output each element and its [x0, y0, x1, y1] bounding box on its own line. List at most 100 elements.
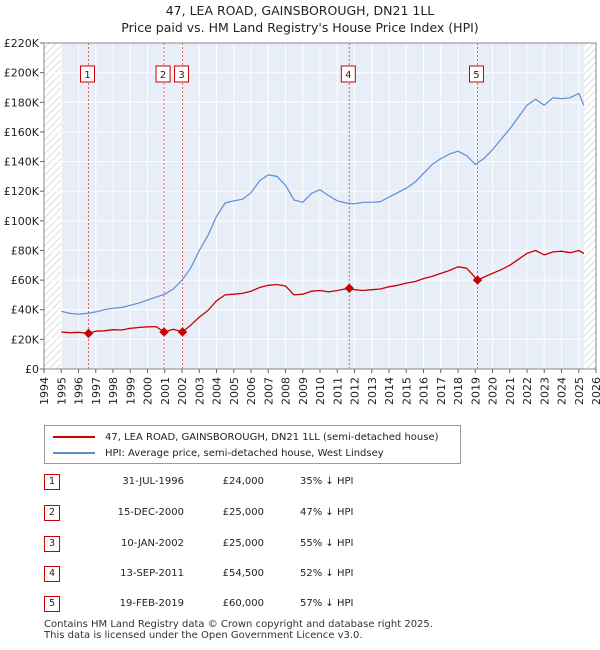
property-price-line — [61, 249, 585, 335]
sale-box-5 — [468, 65, 484, 83]
legend-item-property: 47, LEA ROAD, GAINSBOROUGH, DN21 1LL (se… — [53, 430, 439, 444]
y-tick-label: £20K — [11, 333, 40, 346]
x-tick-label: 2007 — [262, 377, 275, 405]
sale-box-label-2: 2 — [160, 70, 166, 81]
x-tick-label: 1999 — [124, 377, 137, 405]
x-tick-label: 2018 — [452, 377, 465, 405]
sale-box-label-5: 5 — [473, 70, 479, 81]
sale-point-2 — [159, 327, 169, 337]
sale-price: £25,000 — [222, 507, 264, 518]
x-tick-label: 2004 — [211, 377, 224, 405]
x-tick-label: 1995 — [55, 377, 68, 405]
y-tick-label: £60K — [11, 274, 40, 287]
y-tick-label: £0 — [25, 363, 39, 376]
hpi-line — [61, 92, 585, 315]
x-tick-label: 2010 — [314, 377, 327, 405]
sale-box-label-3: 3 — [178, 70, 184, 81]
x-tick-label: 2022 — [521, 377, 534, 405]
sale-point-5 — [472, 275, 483, 285]
sale-hpi-diff: 35% ↓ HPI — [300, 476, 354, 487]
y-tick-label: £120K — [4, 185, 40, 198]
sale-hpi-diff: 52% ↓ HPI — [300, 568, 354, 579]
legend-swatch-property — [53, 436, 95, 438]
sale-date: 13-SEP-2011 — [120, 568, 184, 579]
sale-hpi-diff: 55% ↓ HPI — [300, 538, 354, 549]
x-tick-label: 2006 — [245, 377, 258, 405]
x-tick-label: 2024 — [556, 377, 569, 405]
sale-hpi-diff: 57% ↓ HPI — [300, 598, 354, 609]
footer-line-1: Contains HM Land Registry data © Crown c… — [44, 619, 433, 630]
x-tick-label: 2015 — [400, 377, 413, 405]
x-tick-label: 1996 — [73, 377, 86, 405]
sale-date: 15-DEC-2000 — [117, 507, 184, 518]
legend-label-property: 47, LEA ROAD, GAINSBOROUGH, DN21 1LL (se… — [105, 431, 439, 443]
sale-hpi-diff: 47% ↓ HPI — [300, 507, 354, 518]
x-tick-label: 2009 — [297, 377, 310, 405]
y-tick-label: £40K — [11, 304, 40, 317]
sale-box-label-4: 4 — [345, 70, 351, 81]
y-tick-label: £220K — [4, 37, 40, 50]
chart-subtitle: Price paid vs. HM Land Registry's House … — [121, 20, 479, 35]
footer-line-2: This data is licensed under the Open Gov… — [44, 630, 363, 641]
x-tick-label: 1997 — [90, 377, 103, 405]
x-tick-label: 2008 — [280, 377, 293, 405]
legend-item-hpi: HPI: Average price, semi-detached house,… — [53, 446, 384, 460]
y-tick-label: £200K — [4, 67, 40, 80]
sale-number-badge: 5 — [44, 596, 60, 612]
sale-number-badge: 3 — [44, 536, 60, 552]
footer-attribution: Contains HM Land Registry data © Crown c… — [44, 619, 433, 641]
sale-price: £24,000 — [222, 476, 264, 487]
sale-price: £25,000 — [222, 538, 264, 549]
x-tick-label: 2011 — [331, 377, 344, 405]
sale-date: 10-JAN-2002 — [120, 538, 184, 549]
x-tick-label: 2000 — [142, 377, 155, 405]
table-row: 1 31-JUL-1996 £24,000 35% ↓ HPI — [0, 474, 600, 492]
table-row: 2 15-DEC-2000 £25,000 47% ↓ HPI — [0, 505, 600, 523]
legend-label-hpi: HPI: Average price, semi-detached house,… — [105, 447, 384, 459]
legend-swatch-hpi — [53, 452, 95, 454]
x-tick-label: 2019 — [469, 377, 482, 405]
sale-point-1 — [83, 328, 94, 339]
x-tick-label: 2012 — [349, 377, 362, 405]
sale-date: 19-FEB-2019 — [119, 598, 184, 609]
x-tick-label: 2017 — [435, 377, 448, 405]
x-tick-label: 2016 — [418, 377, 431, 405]
sale-price: £54,500 — [222, 568, 264, 579]
sale-point-3 — [177, 327, 188, 337]
sale-box-label-1: 1 — [84, 70, 90, 81]
x-tick-label: 2025 — [573, 377, 586, 405]
x-tick-label: 2021 — [504, 377, 517, 405]
sale-box-3 — [174, 65, 190, 83]
x-tick-label: 2026 — [590, 377, 600, 405]
sale-date: 31-JUL-1996 — [122, 476, 184, 487]
chart-title: 47, LEA ROAD, GAINSBOROUGH, DN21 1LL — [165, 3, 435, 18]
sale-price: £60,000 — [222, 598, 264, 609]
x-tick-label: 2014 — [383, 377, 396, 405]
table-row: 5 19-FEB-2019 £60,000 57% ↓ HPI — [0, 596, 600, 614]
x-tick-label: 2005 — [228, 377, 241, 405]
y-tick-label: £140K — [4, 156, 40, 169]
x-tick-label: 1998 — [107, 377, 120, 405]
price-chart: 1 2 3 4 5 £0 £20K £40K £60K £80K £100K £120K £140K £… — [4, 37, 600, 405]
y-tick-label: £160K — [4, 126, 40, 139]
x-tick-label: 2002 — [176, 377, 189, 405]
sale-number-badge: 4 — [44, 566, 60, 582]
sale-box-1 — [80, 65, 96, 83]
hatched-region — [583, 43, 596, 369]
table-row: 4 13-SEP-2011 £54,500 52% ↓ HPI — [0, 566, 600, 584]
sale-box-2 — [155, 65, 171, 83]
y-tick-label: £80K — [11, 244, 40, 257]
sale-number-badge: 1 — [44, 474, 60, 490]
x-tick-label: 2013 — [366, 377, 379, 405]
hatched-region — [44, 43, 62, 369]
x-tick-label: 1994 — [38, 377, 51, 405]
chart-legend: 47, LEA ROAD, GAINSBOROUGH, DN21 1LL (se… — [44, 425, 461, 464]
data-range-shading — [61, 43, 584, 369]
x-tick-label: 2023 — [538, 377, 551, 405]
table-row: 3 10-JAN-2002 £25,000 55% ↓ HPI — [0, 536, 600, 554]
sale-number-badge: 2 — [44, 505, 60, 521]
sale-box-4 — [340, 65, 356, 83]
y-tick-label: £100K — [4, 215, 40, 228]
sale-point-4 — [344, 283, 355, 293]
x-tick-label: 2001 — [159, 377, 172, 405]
